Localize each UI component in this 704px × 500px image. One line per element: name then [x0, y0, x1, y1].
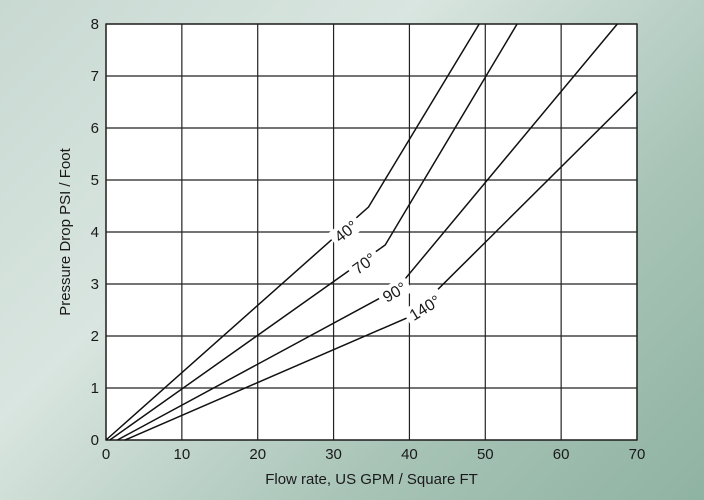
curves: 40°70°90°140° — [105, 23, 638, 441]
curve-label-bg — [345, 246, 383, 281]
y-tick-label: 2 — [91, 328, 99, 345]
x-tick-labels: 0 10 20 30 40 50 60 70 — [102, 446, 646, 463]
y-tick-label: 7 — [91, 68, 99, 85]
curve-line — [109, 23, 518, 441]
y-tick-label: 3 — [91, 276, 99, 293]
y-tick-label: 1 — [91, 380, 99, 397]
x-tick-label: 50 — [477, 446, 494, 463]
x-tick-label: 40 — [401, 446, 418, 463]
grid-lines — [105, 23, 638, 441]
x-tick-label: 0 — [102, 446, 110, 463]
curve-line — [105, 23, 480, 441]
x-tick-label: 60 — [553, 446, 570, 463]
y-tick-label: 5 — [91, 172, 99, 189]
y-tick-labels: 0 1 2 3 4 5 6 7 8 — [91, 16, 99, 449]
x-tick-label: 30 — [325, 446, 342, 463]
x-tick-label: 10 — [174, 446, 191, 463]
curve-label-bg — [402, 288, 448, 327]
y-axis-label: Pressure Drop PSI / Foot — [57, 147, 74, 315]
curve-label-bg — [375, 275, 414, 308]
x-axis-label: Flow rate, US GPM / Square FT — [265, 471, 478, 488]
y-tick-label: 8 — [91, 16, 99, 33]
plot-border — [105, 23, 638, 441]
y-tick-label: 0 — [91, 432, 99, 449]
x-tick-label: 20 — [249, 446, 266, 463]
x-tick-label: 70 — [629, 446, 646, 463]
y-tick-label: 6 — [91, 120, 99, 137]
y-tick-label: 4 — [91, 224, 99, 241]
curve-label-bg — [327, 213, 365, 249]
